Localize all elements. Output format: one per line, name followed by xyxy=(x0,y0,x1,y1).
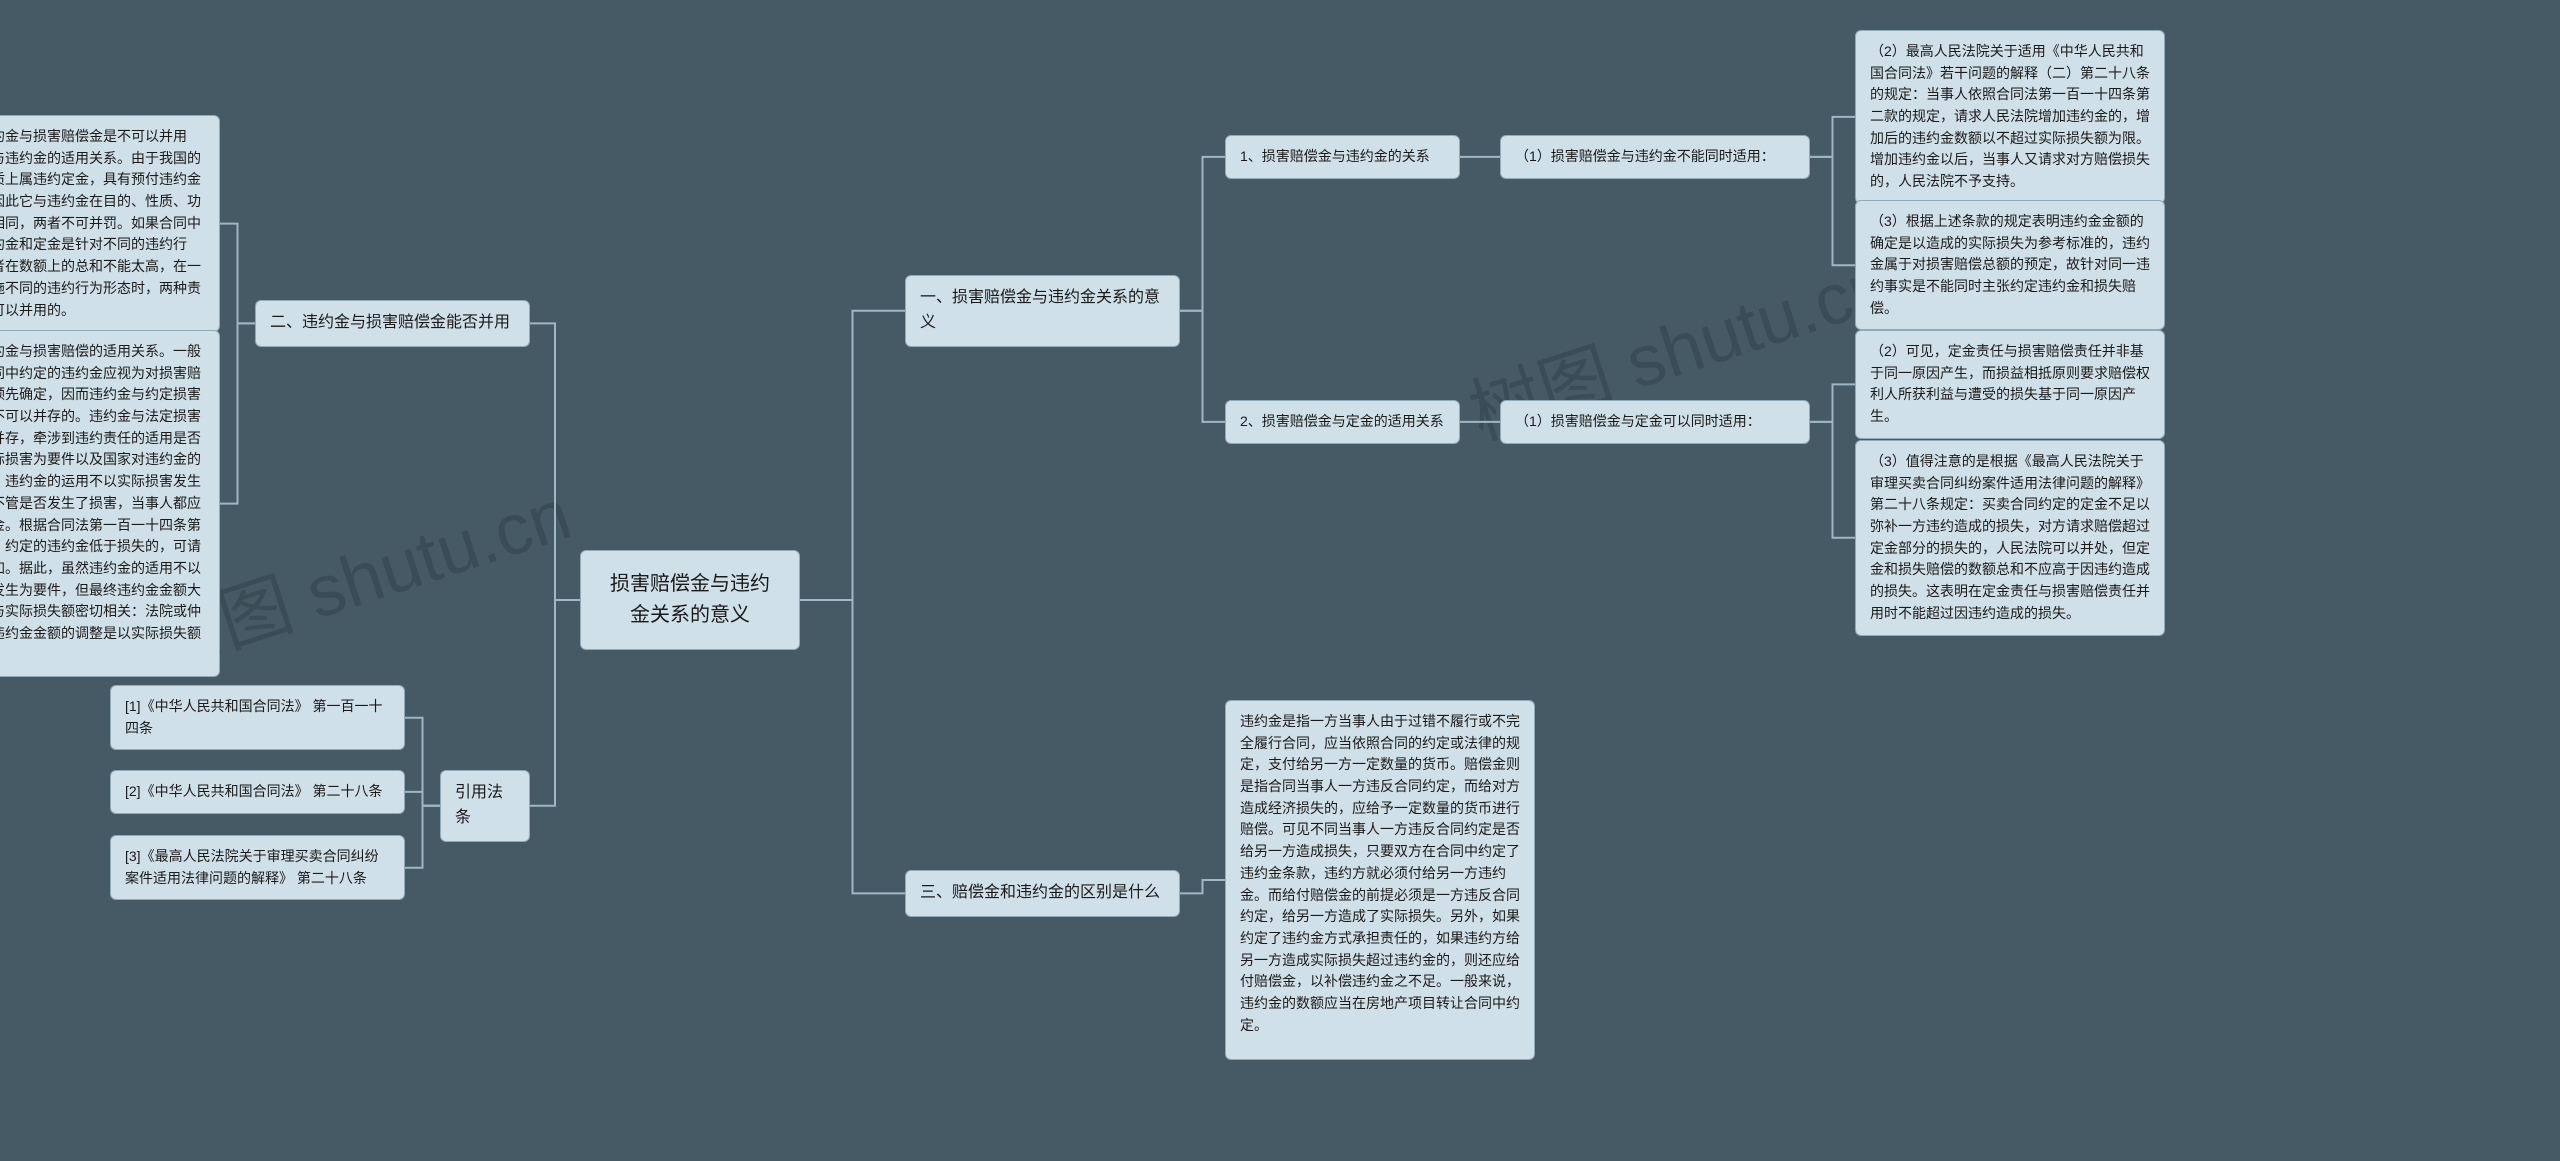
leaf-node: [3]《最高人民法院关于审理买卖合同纠纷案件适用法律问题的解释》 第二十八条 xyxy=(110,835,405,900)
leaf-node: （2）可见，定金责任与损害赔偿责任并非基于同一原因产生，而损益相抵原则要求赔偿权… xyxy=(1855,330,2165,439)
leaf-node: 其次，违约金与损害赔偿的适用关系。一般来说，合同中约定的违约金应视为对损害赔偿金… xyxy=(0,330,220,677)
leaf-node: （1）损害赔偿金与定金可以同时适用： xyxy=(1500,400,1810,444)
leaf-node: 1、损害赔偿金与违约金的关系 xyxy=(1225,135,1460,179)
leaf-node: [1]《中华人民共和国合同法》 第一百一十四条 xyxy=(110,685,405,750)
root-node: 损害赔偿金与违约金关系的意义 xyxy=(580,550,800,650)
branch-node: 三、赔偿金和违约金的区别是什么 xyxy=(905,870,1180,917)
branch-node: 一、损害赔偿金与违约金关系的意义 xyxy=(905,275,1180,347)
branch-node: 二、违约金与损害赔偿金能否并用 xyxy=(255,300,530,347)
branch-node: 引用法条 xyxy=(440,770,530,842)
leaf-node: （1）损害赔偿金与违约金不能同时适用： xyxy=(1500,135,1810,179)
leaf-node: [2]《中华人民共和国合同法》 第二十八条 xyxy=(110,770,405,814)
leaf-node: 违约金是指一方当事人由于过错不履行或不完全履行合同，应当依照合同的约定或法律的规… xyxy=(1225,700,1535,1060)
leaf-node: 首先，违约金与损害赔偿金是不可以并用的。定金与违约金的适用关系。由于我国的定金在… xyxy=(0,115,220,332)
leaf-node: （3）值得注意的是根据《最高人民法院关于审理买卖合同纠纷案件适用法律问题的解释》… xyxy=(1855,440,2165,636)
leaf-node: （3）根据上述条款的规定表明违约金金额的确定是以造成的实际损失为参考标准的，违约… xyxy=(1855,200,2165,330)
leaf-node: （2）最高人民法院关于适用《中华人民共和国合同法》若干问题的解释（二）第二十八条… xyxy=(1855,30,2165,204)
leaf-node: 2、损害赔偿金与定金的适用关系 xyxy=(1225,400,1460,444)
